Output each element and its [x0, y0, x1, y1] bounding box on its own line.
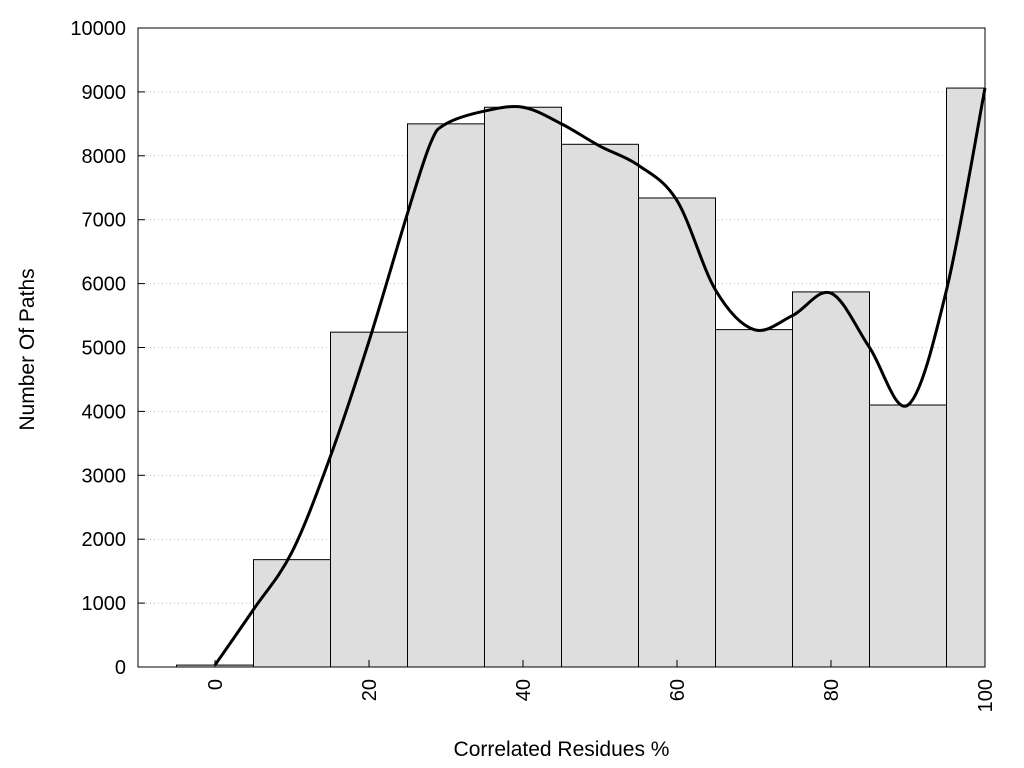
x-tick-label: 100: [975, 679, 997, 712]
histogram-bar: [715, 329, 793, 668]
histogram-bar: [407, 123, 485, 668]
histogram-bar: [561, 143, 639, 668]
y-tick-label: 9000: [82, 82, 127, 104]
x-tick-label: 20: [359, 679, 381, 701]
y-tick-label: 8000: [82, 146, 127, 168]
y-tick-label: 4000: [82, 401, 127, 423]
histogram-bar: [330, 331, 408, 668]
x-axis-ticks: 0 20 40 60 80 100: [205, 660, 997, 712]
x-tick-label: 0: [205, 679, 227, 690]
y-axis-ticks: 0 1000 2000 3000 4000 5000 6000 7000 8000 9000 100…: [70, 18, 145, 679]
y-axis-title: Number Of Paths: [16, 268, 39, 430]
y-tick-label: 2000: [82, 529, 127, 551]
y-tick-label: 3000: [82, 465, 127, 487]
x-tick-label: 40: [513, 679, 535, 701]
y-tick-label: 7000: [82, 210, 127, 232]
histogram-bar: [792, 291, 870, 668]
histogram-bar: [946, 87, 986, 668]
y-tick-label: 10000: [70, 18, 126, 40]
y-tick-label: 6000: [82, 274, 127, 296]
x-tick-label: 80: [821, 679, 843, 701]
histogram-bar: [484, 106, 562, 668]
x-tick-label: 60: [667, 679, 689, 701]
y-tick-label: 5000: [82, 338, 127, 360]
x-axis-title: Correlated Residues %: [454, 738, 670, 761]
curve-layer: [213, 87, 987, 666]
bars-layer: [176, 87, 986, 668]
y-tick-label: 1000: [82, 593, 127, 615]
histogram-bar: [253, 559, 331, 668]
smoothed-curve-line: [213, 87, 987, 666]
histogram-bar: [869, 404, 947, 668]
y-tick-label: 0: [115, 657, 126, 679]
